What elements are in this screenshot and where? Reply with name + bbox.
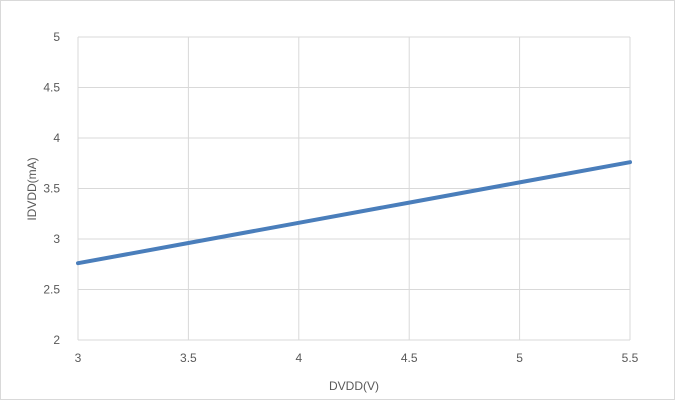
- y-tick-label: 2.5: [43, 283, 60, 297]
- data-point: [76, 261, 80, 265]
- data-point: [518, 180, 522, 184]
- y-tick-label: 5: [53, 30, 60, 44]
- x-tick-label: 4.5: [401, 351, 418, 365]
- gridlines: [77, 36, 631, 341]
- x-tick-label: 3.5: [180, 351, 197, 365]
- y-tick-label: 4.5: [43, 81, 60, 95]
- data-point: [186, 241, 190, 245]
- series-line-0: [76, 160, 632, 266]
- y-tick-label: 4: [53, 131, 60, 145]
- data-point: [407, 201, 411, 205]
- y-tick-label: 3: [53, 232, 60, 246]
- x-axis-ticks: 3 3.5 4 4.5 5 5.5: [75, 351, 639, 365]
- data-point: [297, 221, 301, 225]
- x-tick-label: 4: [295, 351, 302, 365]
- y-axis-title: IDVDD(mA): [25, 157, 39, 220]
- y-tick-label: 3.5: [43, 182, 60, 196]
- y-tick-label: 2: [53, 333, 60, 347]
- x-axis-title: DVDD(V): [329, 379, 379, 393]
- x-tick-label: 3: [75, 351, 82, 365]
- x-tick-label: 5.5: [622, 351, 639, 365]
- series-layer: [76, 160, 632, 266]
- data-point: [628, 160, 632, 164]
- y-axis-ticks: 2 2.5 3 3.5 4 4.5 5: [43, 30, 60, 347]
- x-tick-label: 5: [516, 351, 523, 365]
